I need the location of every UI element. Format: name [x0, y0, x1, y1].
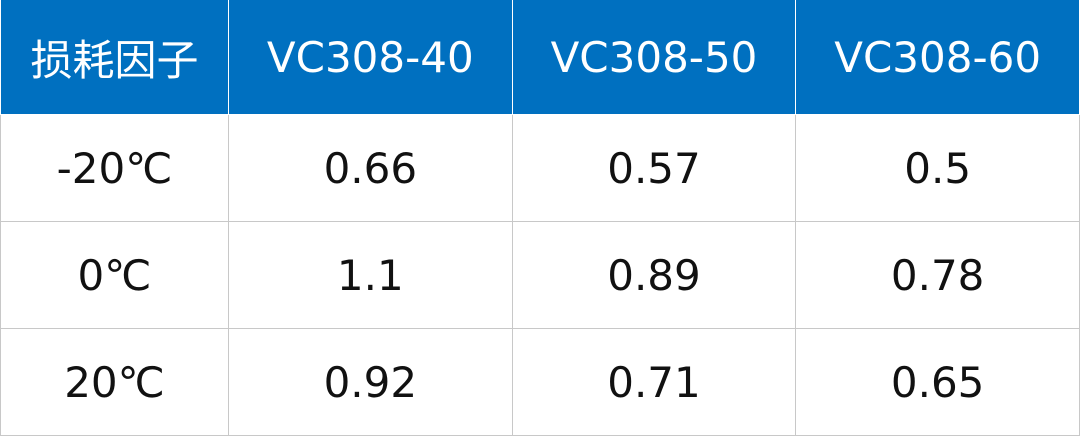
- value-cell: 0.5: [795, 114, 1080, 222]
- header-cell: 损耗因子: [0, 0, 229, 115]
- value-cell: 0.92: [228, 328, 513, 436]
- row-label: 0℃: [0, 221, 229, 329]
- value-cell: 0.78: [795, 221, 1080, 329]
- value-cell: 0.89: [511, 221, 797, 329]
- value-cell: 0.57: [511, 114, 797, 222]
- value-cell: 0.66: [228, 114, 513, 222]
- value-cell: 0.71: [511, 328, 797, 436]
- header-row: 损耗因子 VC308-40 VC308-50 VC308-60: [0, 0, 1080, 115]
- table-row: -20℃ 0.66 0.57 0.5: [0, 114, 1080, 222]
- table-body: -20℃ 0.66 0.57 0.5 0℃ 1.1 0.89 0.78 20℃ 0.92 0.71 0…: [0, 114, 1080, 436]
- row-label: -20℃: [0, 114, 229, 222]
- header-cell: VC308-60: [795, 0, 1080, 115]
- header-cell: VC308-40: [228, 0, 513, 115]
- value-cell: 0.65: [795, 328, 1080, 436]
- value-cell: 1.1: [228, 221, 513, 329]
- table-row: 0℃ 1.1 0.89 0.78: [0, 221, 1080, 329]
- header-cell: VC308-50: [511, 0, 797, 115]
- table-row: 20℃ 0.92 0.71 0.65: [0, 328, 1080, 436]
- row-label: 20℃: [0, 328, 229, 436]
